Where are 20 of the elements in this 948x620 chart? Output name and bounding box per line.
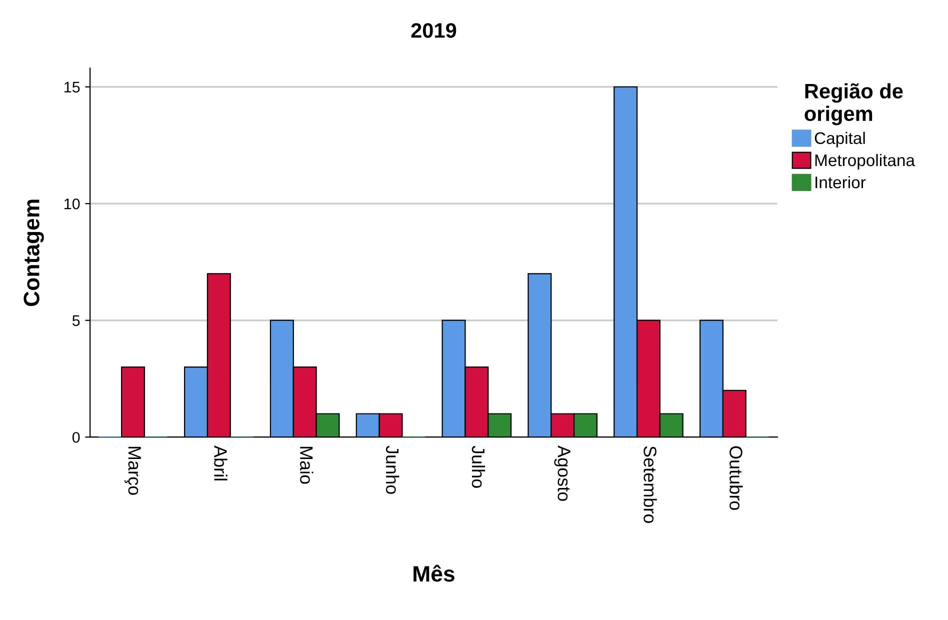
- legend-label: Capital: [814, 132, 865, 148]
- chart-title: 2019: [411, 23, 456, 38]
- x-tick-label: Setembro: [644, 446, 657, 523]
- y-tick-label: 10: [64, 198, 80, 210]
- x-tick-label: Junho: [386, 446, 400, 494]
- x-tick-label: Julho: [472, 446, 486, 488]
- y-tick-label: 5: [72, 315, 80, 326]
- x-tick-label: Agosto: [554, 445, 570, 501]
- legend-label: Interior: [816, 176, 866, 188]
- legend-title: Região de origem: [804, 83, 903, 126]
- legend-label: Metropolitana: [815, 154, 916, 170]
- x-tick-label: Março: [124, 446, 141, 495]
- x-tick-label: Outubro: [730, 446, 743, 510]
- x-axis-title: Mês: [414, 564, 454, 582]
- bar: [121, 366, 146, 438]
- x-tick-label: Abril: [214, 445, 228, 480]
- y-tick-label: 15: [64, 82, 80, 93]
- x-tick-label: Maio: [300, 446, 314, 484]
- y-tick-label: 0: [72, 432, 80, 443]
- y-axis-title: Contagem: [24, 200, 44, 306]
